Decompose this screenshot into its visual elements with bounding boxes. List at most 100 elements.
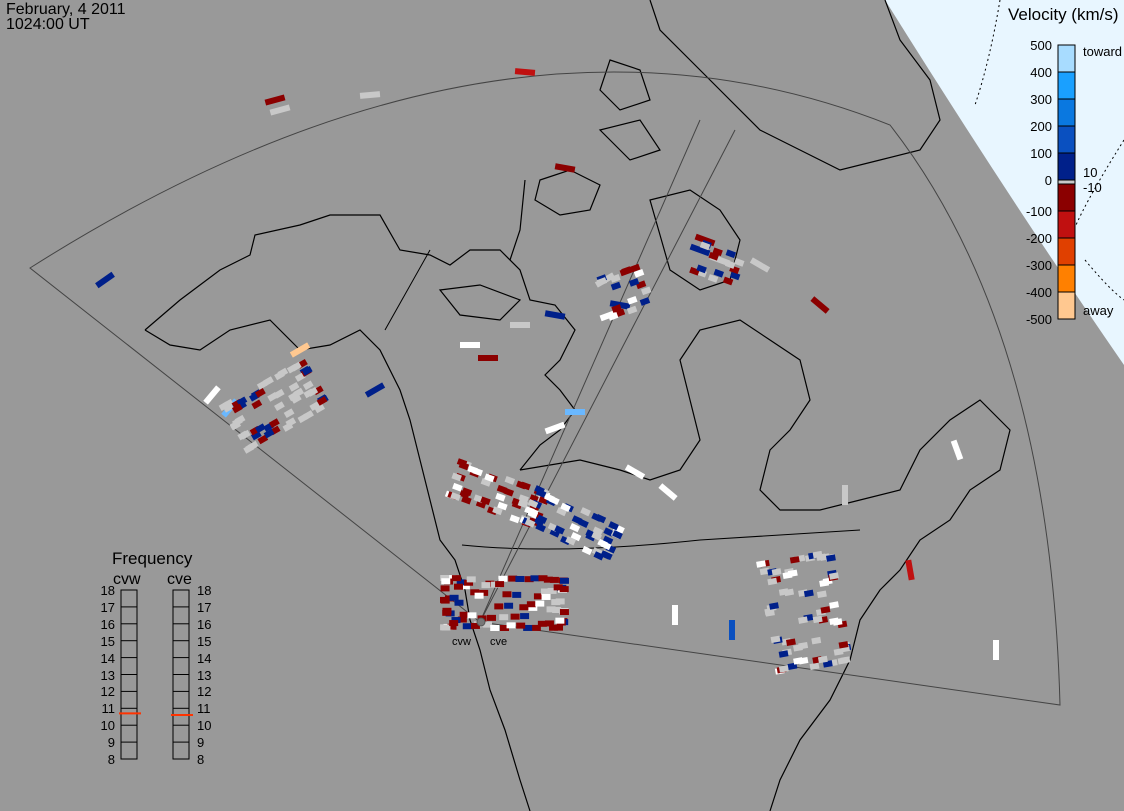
velocity-cell	[527, 509, 539, 519]
colorbar-segment	[1057, 264, 1076, 293]
velocity-cell	[905, 559, 915, 581]
velocity-cell	[484, 473, 495, 483]
velocity-cell	[531, 624, 541, 631]
velocity-cell	[453, 583, 463, 590]
velocity-cell	[509, 514, 520, 524]
velocity-cell	[817, 655, 828, 664]
velocity-cell	[516, 622, 526, 629]
velocity-cell	[767, 577, 778, 586]
velocity-cell	[527, 499, 539, 509]
velocity-cell	[798, 616, 808, 624]
velocity-cell	[442, 607, 452, 614]
velocity-cell	[440, 597, 450, 604]
velocity-cell	[459, 611, 469, 618]
velocity-cell	[993, 640, 999, 660]
colorbar-tick-label: 500	[1030, 38, 1052, 53]
velocity-cell	[803, 589, 814, 598]
velocity-cell	[611, 304, 622, 313]
velocity-cell	[749, 257, 771, 273]
velocity-cell	[504, 476, 516, 485]
velocity-cell	[549, 576, 559, 583]
velocity-cell	[812, 615, 823, 624]
frequency-tick-label: 17	[100, 599, 115, 615]
velocity-cell	[793, 657, 804, 665]
velocity-cell	[510, 613, 520, 620]
velocity-cell	[639, 297, 651, 306]
velocity-cell	[554, 624, 564, 631]
velocity-cell	[832, 618, 843, 626]
pos-threshold-label: 10	[1083, 165, 1098, 180]
velocity-cell	[510, 322, 530, 328]
velocity-cell	[555, 617, 565, 624]
frequency-tick-label: 10	[197, 718, 212, 734]
velocity-cell	[627, 295, 638, 305]
velocity-cell	[456, 579, 466, 586]
colorbar-tick-label: 300	[1030, 92, 1052, 107]
velocity-cell	[569, 523, 581, 533]
velocity-cell	[624, 464, 646, 480]
time-label: 1024:00 UT	[6, 16, 90, 33]
velocity-cell	[289, 342, 311, 358]
site-label-cve: cve	[490, 636, 508, 648]
velocity-cell	[231, 403, 243, 414]
velocity-cell	[812, 550, 823, 559]
velocity-cell	[549, 528, 561, 538]
velocity-cell	[500, 625, 509, 631]
neg-threshold-label: -10	[1083, 180, 1102, 195]
site-label-cvw: cvw	[452, 636, 471, 648]
frequency-tick-label: 10	[100, 718, 115, 734]
frequency-tick-label: 11	[197, 701, 211, 717]
frequency-tick-label: 12	[197, 684, 212, 700]
velocity-cell	[640, 286, 652, 296]
colorbar-segment	[1057, 98, 1076, 127]
velocity-cell	[274, 401, 285, 412]
velocity-cell	[672, 605, 678, 625]
colorbar-segment	[1057, 183, 1076, 212]
velocity-cell	[517, 499, 529, 509]
velocity-cell	[264, 94, 286, 106]
velocity-cell	[602, 535, 614, 545]
velocity-cell	[628, 278, 640, 287]
velocity-cell	[286, 363, 298, 374]
velocity-cell	[263, 428, 275, 439]
velocity-cell	[273, 388, 285, 399]
velocity-cell	[565, 536, 577, 546]
velocity-cell	[778, 588, 789, 596]
colorbar-tick-label: -200	[1025, 231, 1052, 246]
velocity-cell	[268, 418, 280, 428]
velocity-cell	[508, 575, 518, 582]
velocity-cell	[464, 579, 474, 586]
velocity-cell	[474, 592, 484, 599]
velocity-cell	[809, 662, 820, 671]
velocity-cell	[546, 606, 556, 613]
velocity-cell	[514, 68, 536, 76]
frequency-tick-label: 18	[100, 583, 115, 598]
velocity-cell	[441, 578, 451, 585]
velocity-cell	[257, 434, 269, 445]
velocity-cell	[301, 366, 313, 376]
velocity-cell	[450, 492, 461, 501]
velocity-cell	[290, 394, 302, 404]
coastlines	[144, 0, 1011, 811]
velocity-cell	[811, 636, 822, 645]
velocity-cell	[537, 620, 547, 627]
velocity-cell	[480, 496, 491, 506]
velocity-cell	[787, 569, 798, 578]
frequency-tick-label: 11	[101, 701, 116, 717]
velocity-cell	[222, 402, 234, 413]
velocity-cell	[612, 530, 623, 540]
velocity-cell	[254, 387, 266, 398]
velocity-cell	[778, 650, 789, 658]
velocity-cell	[534, 485, 545, 495]
velocity-cell	[592, 526, 604, 536]
velocity-cell	[364, 382, 386, 398]
velocity-cell	[524, 518, 536, 528]
velocity-cell	[544, 421, 566, 435]
colorbar-segment	[1057, 44, 1076, 73]
velocity-cell	[724, 260, 736, 269]
colorbar-segment	[1057, 125, 1076, 154]
velocity-cell	[440, 575, 450, 582]
velocity-cell	[449, 620, 459, 627]
velocity-cell	[515, 575, 525, 582]
velocity-colorbar	[1057, 44, 1076, 320]
